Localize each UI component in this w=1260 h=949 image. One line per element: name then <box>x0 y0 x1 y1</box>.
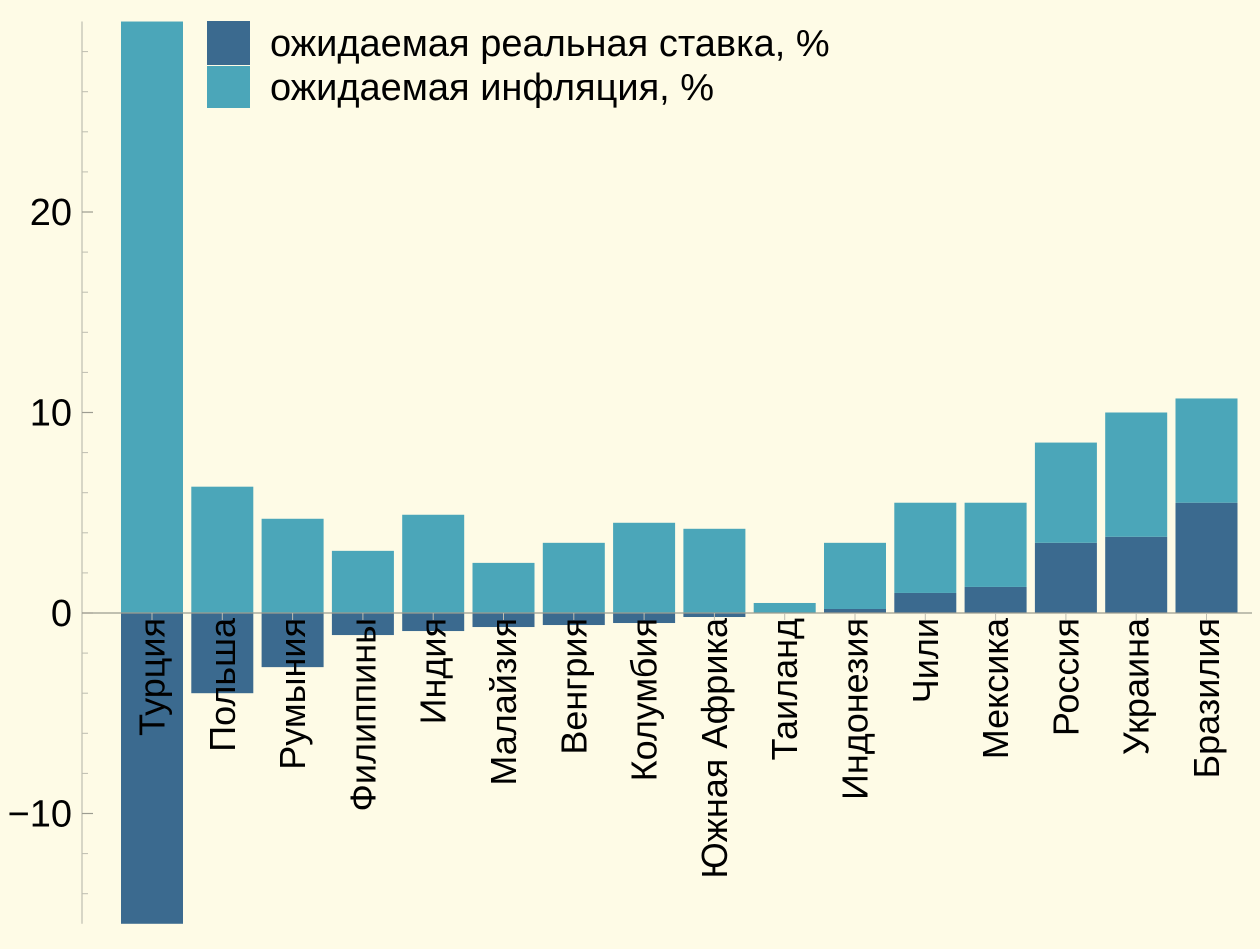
bar-inflation-0 <box>121 21 183 613</box>
category-label: Венгрия <box>553 618 594 755</box>
category-label: Россия <box>1045 618 1086 736</box>
bar-inflation-7 <box>613 522 676 613</box>
legend-swatch-inflation <box>207 66 250 108</box>
bar-inflation-15 <box>1175 398 1238 503</box>
category-label: Чили <box>905 618 946 703</box>
bar-real-rate-2 <box>261 613 324 668</box>
bar-inflation-6 <box>542 542 605 613</box>
bar-real-rate-3 <box>331 613 394 636</box>
legend-label-inflation: ожидаемая инфляция, % <box>270 67 714 109</box>
bar-real-rate-13 <box>1034 542 1097 613</box>
category-label: Филиппины <box>342 618 383 811</box>
category-label: Румыния <box>272 618 313 770</box>
bar-inflation-13 <box>1034 442 1097 543</box>
bar-real-rate-5 <box>472 613 535 628</box>
category-label: Индия <box>413 618 454 724</box>
axes-layer <box>81 21 1252 924</box>
bar-real-rate-1 <box>191 613 254 694</box>
y-tick-label: 0 <box>51 593 72 635</box>
bar-real-rate-12 <box>964 586 1027 613</box>
legend-label-real-rate: ожидаемая реальная ставка, % <box>270 23 830 65</box>
bar-inflation-1 <box>191 486 254 613</box>
bar-inflation-2 <box>261 518 324 613</box>
category-label: Малайзия <box>483 618 524 786</box>
y-tick-label: 20 <box>30 192 72 234</box>
bar-inflation-11 <box>894 502 957 593</box>
bar-inflation-12 <box>964 502 1027 587</box>
bar-real-rate-0 <box>121 613 183 924</box>
category-label: Украина <box>1116 617 1157 755</box>
labels-layer: −10 0 10 20 Турция Польша Румыния Филиппины Инди… <box>8 192 1227 879</box>
category-label: Турция <box>132 618 173 736</box>
bar-real-rate-4 <box>402 613 465 632</box>
bar-inflation-3 <box>331 550 394 613</box>
bar-real-rate-11 <box>894 592 957 613</box>
category-label: Польша <box>202 617 243 752</box>
category-label: Мексика <box>975 617 1016 759</box>
category-label: Южная Африка <box>694 617 735 879</box>
y-tick-label: −10 <box>8 794 72 836</box>
bar-inflation-14 <box>1105 412 1168 537</box>
bar-inflation-8 <box>683 528 746 613</box>
category-label: Индонезия <box>835 618 876 800</box>
category-label: Колумбия <box>624 618 665 781</box>
bar-real-rate-14 <box>1105 536 1168 613</box>
bar-inflation-4 <box>402 514 465 613</box>
bar-real-rate-15 <box>1175 502 1238 613</box>
category-label: Бразилия <box>1186 618 1227 779</box>
bars-layer <box>121 21 1238 924</box>
bar-inflation-9 <box>753 602 816 613</box>
bar-inflation-10 <box>824 542 886 609</box>
legend: ожидаемая реальная ставка, % ожидаемая и… <box>207 21 830 109</box>
category-label: Таиланд <box>764 618 805 760</box>
bar-real-rate-10 <box>824 608 886 613</box>
y-tick-label: 10 <box>30 393 72 435</box>
legend-swatch-real-rate <box>207 21 250 65</box>
bar-inflation-5 <box>472 562 535 613</box>
